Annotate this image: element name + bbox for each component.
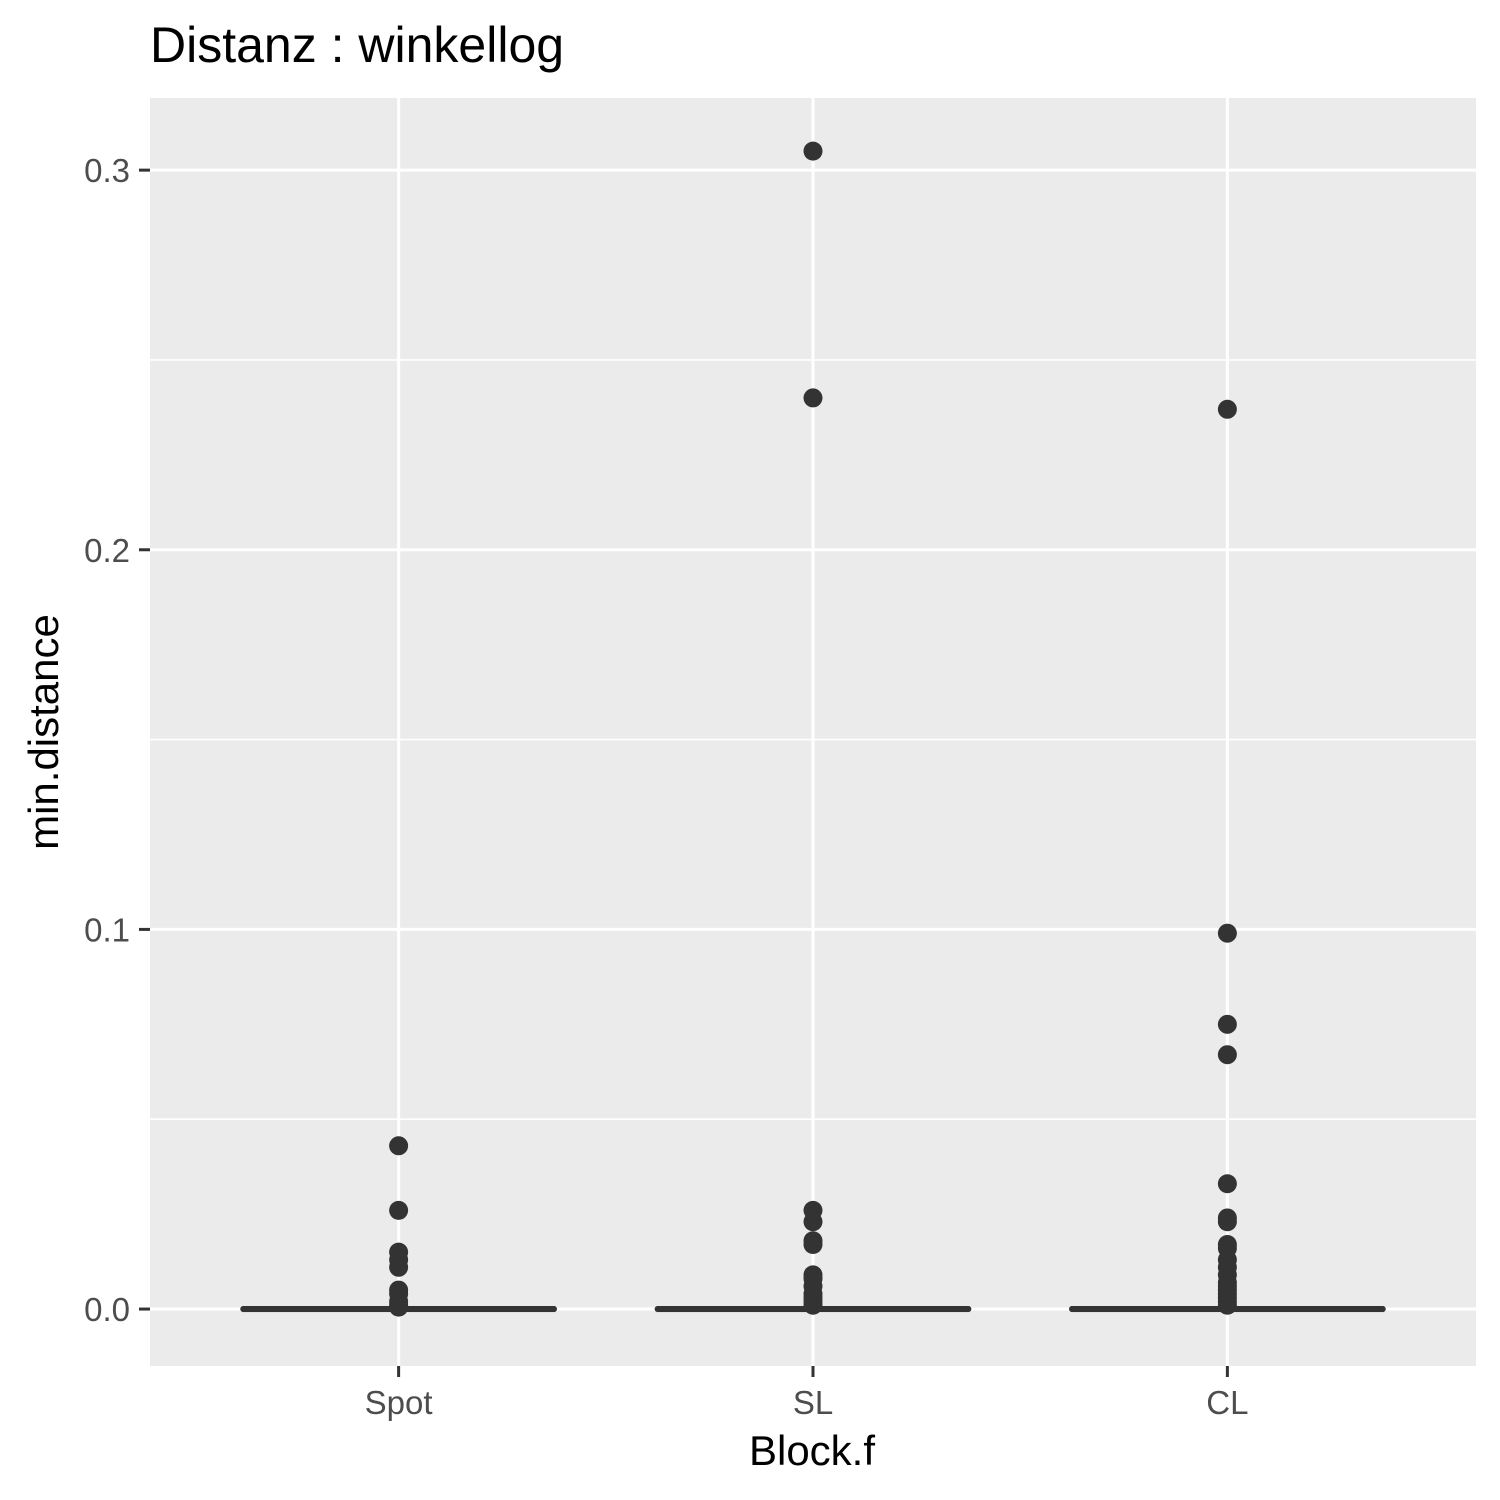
outlier-point (389, 1297, 409, 1317)
outlier-point (1217, 399, 1237, 419)
outlier-point (1217, 1212, 1237, 1232)
box-sl (654, 141, 972, 1315)
x-axis: Spot SL CL (365, 1366, 1248, 1421)
y-axis-title: min.distance (20, 614, 67, 850)
y-tick-label: 0.1 (84, 911, 130, 948)
x-tick-label: Spot (365, 1384, 433, 1421)
outlier-point (389, 1257, 409, 1277)
x-tick-label: SL (793, 1384, 833, 1421)
outlier-point (1217, 923, 1237, 943)
x-axis-title: Block.f (749, 1427, 875, 1474)
outlier-point (1217, 1174, 1237, 1194)
outlier-point (803, 141, 823, 161)
outlier-point (803, 1235, 823, 1255)
y-tick-label: 0.3 (84, 152, 130, 189)
y-tick-label: 0.0 (84, 1291, 130, 1328)
y-tick-label: 0.2 (84, 532, 130, 569)
gridlines (150, 98, 1476, 1366)
x-tick-label: CL (1206, 1384, 1248, 1421)
box-cl (1068, 399, 1386, 1315)
outlier-point (803, 1295, 823, 1315)
outlier-point (389, 1200, 409, 1220)
outlier-point (1217, 1295, 1237, 1315)
outlier-point (389, 1136, 409, 1156)
outlier-point (803, 388, 823, 408)
outlier-point (1217, 1045, 1237, 1065)
box-spot (240, 1136, 558, 1317)
chart-title: Distanz : winkellog (150, 17, 564, 73)
y-axis: 0.0 0.1 0.2 0.3 (84, 152, 150, 1328)
box-marks (240, 141, 1386, 1317)
outlier-point (1217, 1014, 1237, 1034)
outlier-point (803, 1212, 823, 1232)
